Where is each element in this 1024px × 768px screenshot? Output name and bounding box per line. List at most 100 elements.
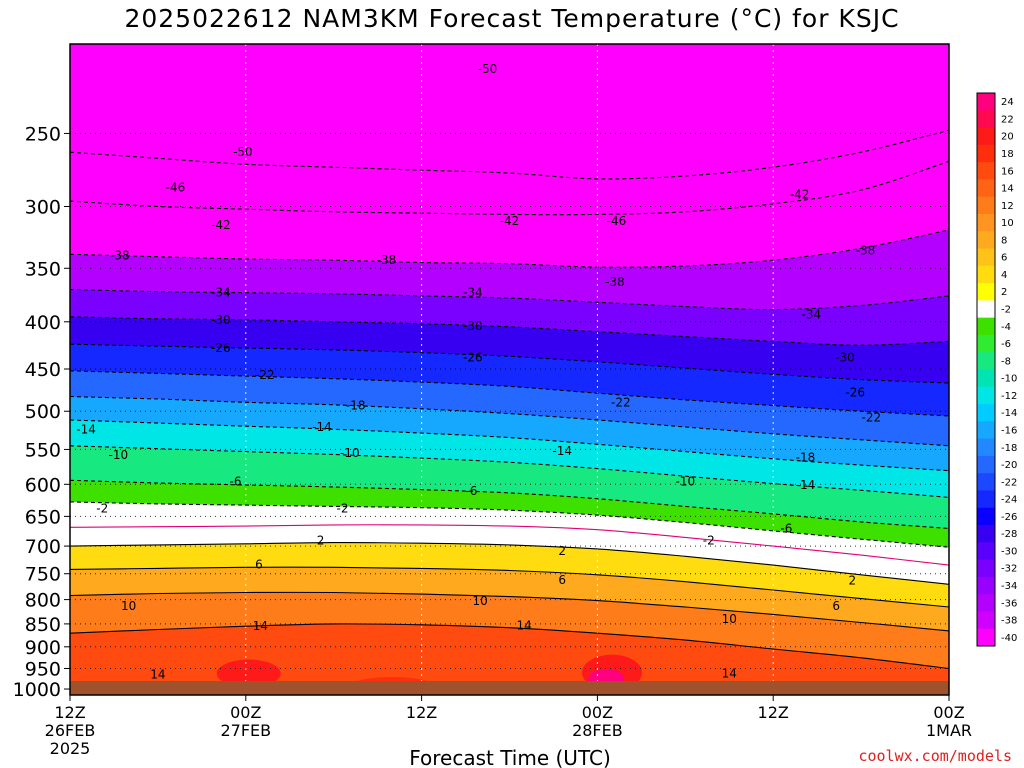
x-tick-label: 00Z [933,703,964,722]
colorbar-label: 10 [1001,218,1014,229]
contour-label: -18 [346,399,366,413]
contour-label: 14 [722,667,737,681]
x-tick-label: 12Z [758,703,789,722]
y-tick-label: 600 [25,474,61,496]
colorbar-swatch [977,576,995,595]
isotherm-0 [70,524,949,566]
isotherm--14 [70,419,949,472]
colorbar-swatch [977,455,995,474]
contour-label: 10 [473,594,488,608]
chart-title: 2025022612 NAM3KM Forecast Temperature (… [124,4,900,33]
colorbar-swatch [977,386,995,405]
x-tick-label: 2025 [50,739,91,758]
colorbar-swatch [977,231,995,250]
contour-label: -18 [796,450,816,464]
contour-label: -10 [675,475,695,489]
contour-label: -34 [211,286,231,300]
colorbar-label: -26 [1001,512,1017,523]
colorbar-swatch [977,144,995,163]
y-tick-label: 500 [25,401,61,423]
colorbar-label: 24 [1001,97,1014,108]
isotherm-10 [70,591,949,632]
contour-label: 6 [832,599,840,613]
colorbar-swatch [977,507,995,526]
y-tick-label: 750 [25,564,61,586]
contour-label: -38 [605,275,625,289]
colorbar-label: 4 [1001,270,1007,281]
contour-label: -6 [780,522,792,536]
contour-label: 2 [317,533,325,547]
contour-label: -22 [862,411,882,425]
colorbar-label: -10 [1001,374,1017,385]
x-tick-label: 1MAR [926,721,972,740]
y-tick-label: 250 [25,123,61,145]
colorbar-label: 8 [1001,235,1007,246]
contour-label: -10 [340,446,360,460]
isotherm--50 [70,6,949,27]
x-tick-label: 12Z [54,703,85,722]
isotherm--22 [70,370,949,417]
colorbar-swatch [977,404,995,422]
credit-text: coolwx.com/models [858,747,1012,765]
contour-label: -10 [109,448,129,462]
contour-label: -42 [790,187,810,201]
y-tick-label: 1000 [13,679,61,701]
band-14 [70,623,949,695]
colorbar-label: -36 [1001,598,1017,609]
contour-label: 14 [150,667,165,681]
colorbar-label: -4 [1001,322,1011,333]
colorbar-swatch [977,265,995,284]
colorbar-label: -24 [1001,495,1017,506]
y-tick-label: 850 [25,614,61,636]
colorbar-swatch [977,421,995,440]
contour-label: -42 [211,218,231,232]
colorbar-label: -22 [1001,477,1017,488]
contour-label: 14 [517,618,532,632]
y-tick-label: 550 [25,439,61,461]
grid-lines [70,44,949,695]
colorbar-label: -14 [1001,408,1017,419]
contour-label: -22 [611,395,631,409]
colorbar-label: -20 [1001,460,1017,471]
colorbar-label: 2 [1001,287,1007,298]
isotherm--6 [70,479,949,530]
x-tick-label: 00Z [230,703,261,722]
colorbar-swatch [977,542,995,561]
hot-spot [216,659,281,688]
contour-label: 14 [253,619,268,633]
contour-label: -14 [796,478,816,492]
contour-label: -30 [463,319,483,333]
colorbar-label: -28 [1001,529,1017,540]
x-tick-label: 26FEB [45,721,96,740]
y-tick-label: 450 [25,359,61,381]
ground-strip [70,681,949,695]
isotherm--10 [70,445,949,498]
contour-label: -30 [211,313,231,327]
isotherm--34 [70,288,949,311]
colorbar-frame [976,92,996,647]
colorbar-swatch [977,213,995,232]
colorbar-swatch [977,438,995,457]
contour-label: -50 [233,145,253,159]
colorbar-label: 20 [1001,132,1014,143]
colorbar-swatch [977,300,995,319]
colorbar-label: -16 [1001,425,1017,436]
x-axis-title: Forecast Time (UTC) [409,746,611,768]
contour-label: 2 [558,544,566,558]
isotherm--2 [70,501,949,548]
colorbar-label: -18 [1001,443,1017,454]
x-tick-label: 28FEB [572,721,623,740]
colorbar-swatch [977,179,995,198]
contour-label: -34 [463,286,483,300]
contour-label: -38 [110,248,130,262]
y-tick-label: 650 [25,506,61,528]
colorbar-label: -34 [1001,581,1017,592]
contour-label: -14 [312,420,332,434]
contour-label: 6 [255,558,263,572]
y-tick-label: 700 [25,536,61,558]
colorbar-swatch [977,369,995,388]
isotherm--42 [70,160,949,216]
contour-label: 10 [121,599,136,613]
y-tick-label: 400 [25,312,61,334]
